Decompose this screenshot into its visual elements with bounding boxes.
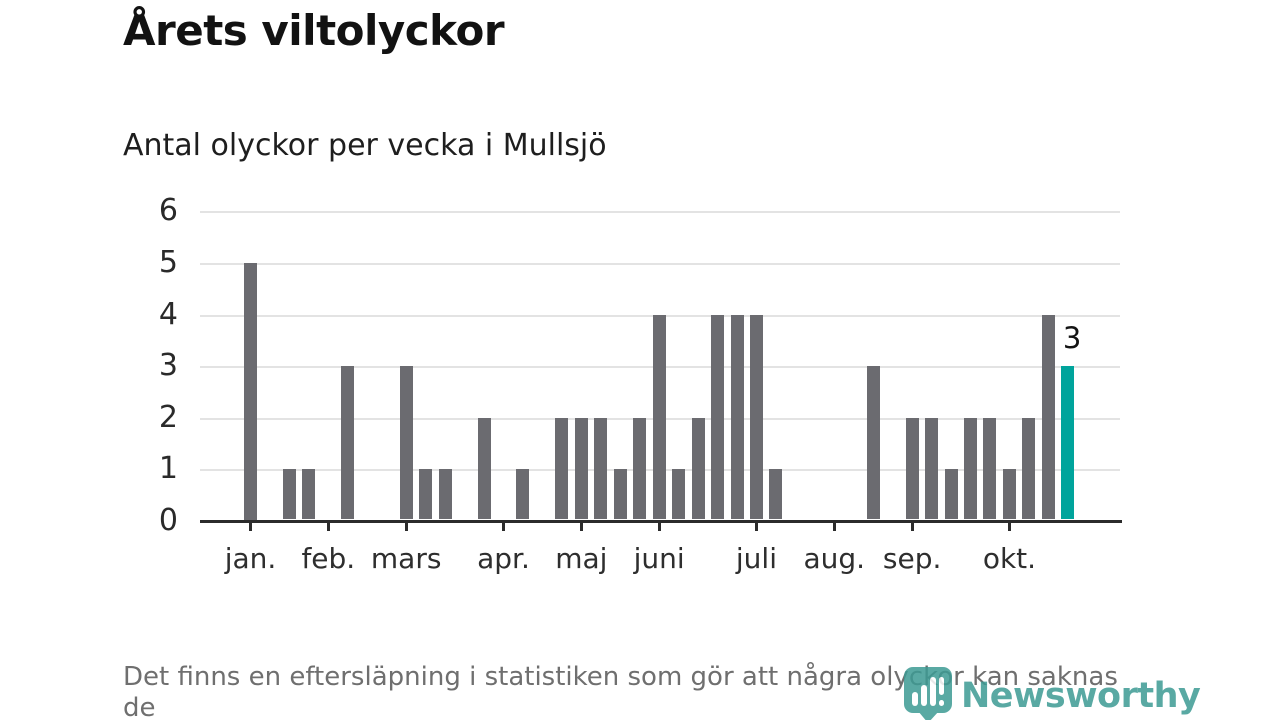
y-axis-tick-label: 5 xyxy=(158,245,178,280)
bar-week xyxy=(672,469,686,520)
bar-week xyxy=(944,469,958,520)
bar-week xyxy=(925,417,939,520)
bar-highlighted-week xyxy=(1061,366,1075,520)
bar-week xyxy=(613,469,627,520)
bar-week xyxy=(244,263,257,520)
x-axis-tick xyxy=(501,522,505,531)
bar-week xyxy=(341,366,355,520)
bar-week xyxy=(866,366,880,520)
x-axis-month-label: okt. xyxy=(982,542,1037,575)
bar-week xyxy=(905,417,919,520)
highlight-value-label: 3 xyxy=(1062,321,1082,356)
bar-week xyxy=(749,314,763,520)
newsworthy-wordmark: Newsworthy xyxy=(961,676,1201,716)
footnote: Det finns en eftersläpning i statistiken… xyxy=(123,662,1153,720)
y-axis-tick-label: 3 xyxy=(158,348,178,384)
x-axis-tick xyxy=(579,522,583,531)
bar-week xyxy=(594,417,608,520)
bar-week xyxy=(555,417,569,520)
x-axis-tick xyxy=(832,522,836,531)
bar-week xyxy=(652,314,666,520)
y-axis-tick-label: 1 xyxy=(158,451,178,487)
bar-week xyxy=(983,417,997,520)
bar-week xyxy=(477,417,491,520)
chart-subtitle: Antal olyckor per vecka i Mullsjö xyxy=(123,128,607,163)
footnote-line: Det finns en eftersläpning i statistiken… xyxy=(123,662,1118,720)
page-title: Årets viltolyckor xyxy=(123,6,505,55)
x-axis-month-label: jan. xyxy=(224,542,277,575)
bar-week xyxy=(711,314,725,520)
x-axis-month-label: aug. xyxy=(803,542,866,575)
x-axis-tick xyxy=(910,522,914,531)
bar-week xyxy=(769,469,783,520)
x-axis-tick xyxy=(404,522,408,531)
x-axis-month-label: maj xyxy=(555,542,608,575)
bar-week xyxy=(399,366,413,520)
x-axis-month-label: juni xyxy=(633,542,685,575)
bar-chart-map-pin-icon xyxy=(904,667,952,720)
bar-week xyxy=(691,417,705,520)
bar-week xyxy=(438,469,452,520)
bar-week xyxy=(730,314,744,520)
bar-week xyxy=(964,417,978,520)
x-axis-line xyxy=(200,519,1122,523)
x-axis-tick xyxy=(249,522,252,531)
bar-week xyxy=(1002,469,1016,520)
bar-week xyxy=(633,417,647,520)
x-axis-tick xyxy=(326,522,330,531)
bar-week xyxy=(1022,417,1036,520)
bar-week xyxy=(282,469,296,520)
y-axis-tick-label: 4 xyxy=(158,296,178,332)
bar-week xyxy=(516,469,530,520)
bar-week xyxy=(419,469,433,520)
y-axis-tick-label: 0 xyxy=(158,503,178,538)
x-axis-month-label: sep. xyxy=(882,542,942,575)
y-axis-tick-label: 6 xyxy=(158,193,178,229)
x-axis-tick xyxy=(754,522,758,531)
bar-week xyxy=(1041,314,1055,520)
x-axis-month-label: feb. xyxy=(301,542,356,575)
x-axis-tick xyxy=(1007,522,1011,531)
x-axis-month-label: mars xyxy=(370,542,442,575)
bar-week xyxy=(302,469,316,520)
x-axis-month-label: apr. xyxy=(477,542,530,575)
gridline xyxy=(200,211,1120,214)
x-axis-tick xyxy=(657,522,661,531)
x-axis-month-label: juli xyxy=(735,542,777,575)
gridline xyxy=(200,263,1120,265)
y-axis-tick-label: 2 xyxy=(158,399,178,435)
bar-week xyxy=(574,417,588,520)
